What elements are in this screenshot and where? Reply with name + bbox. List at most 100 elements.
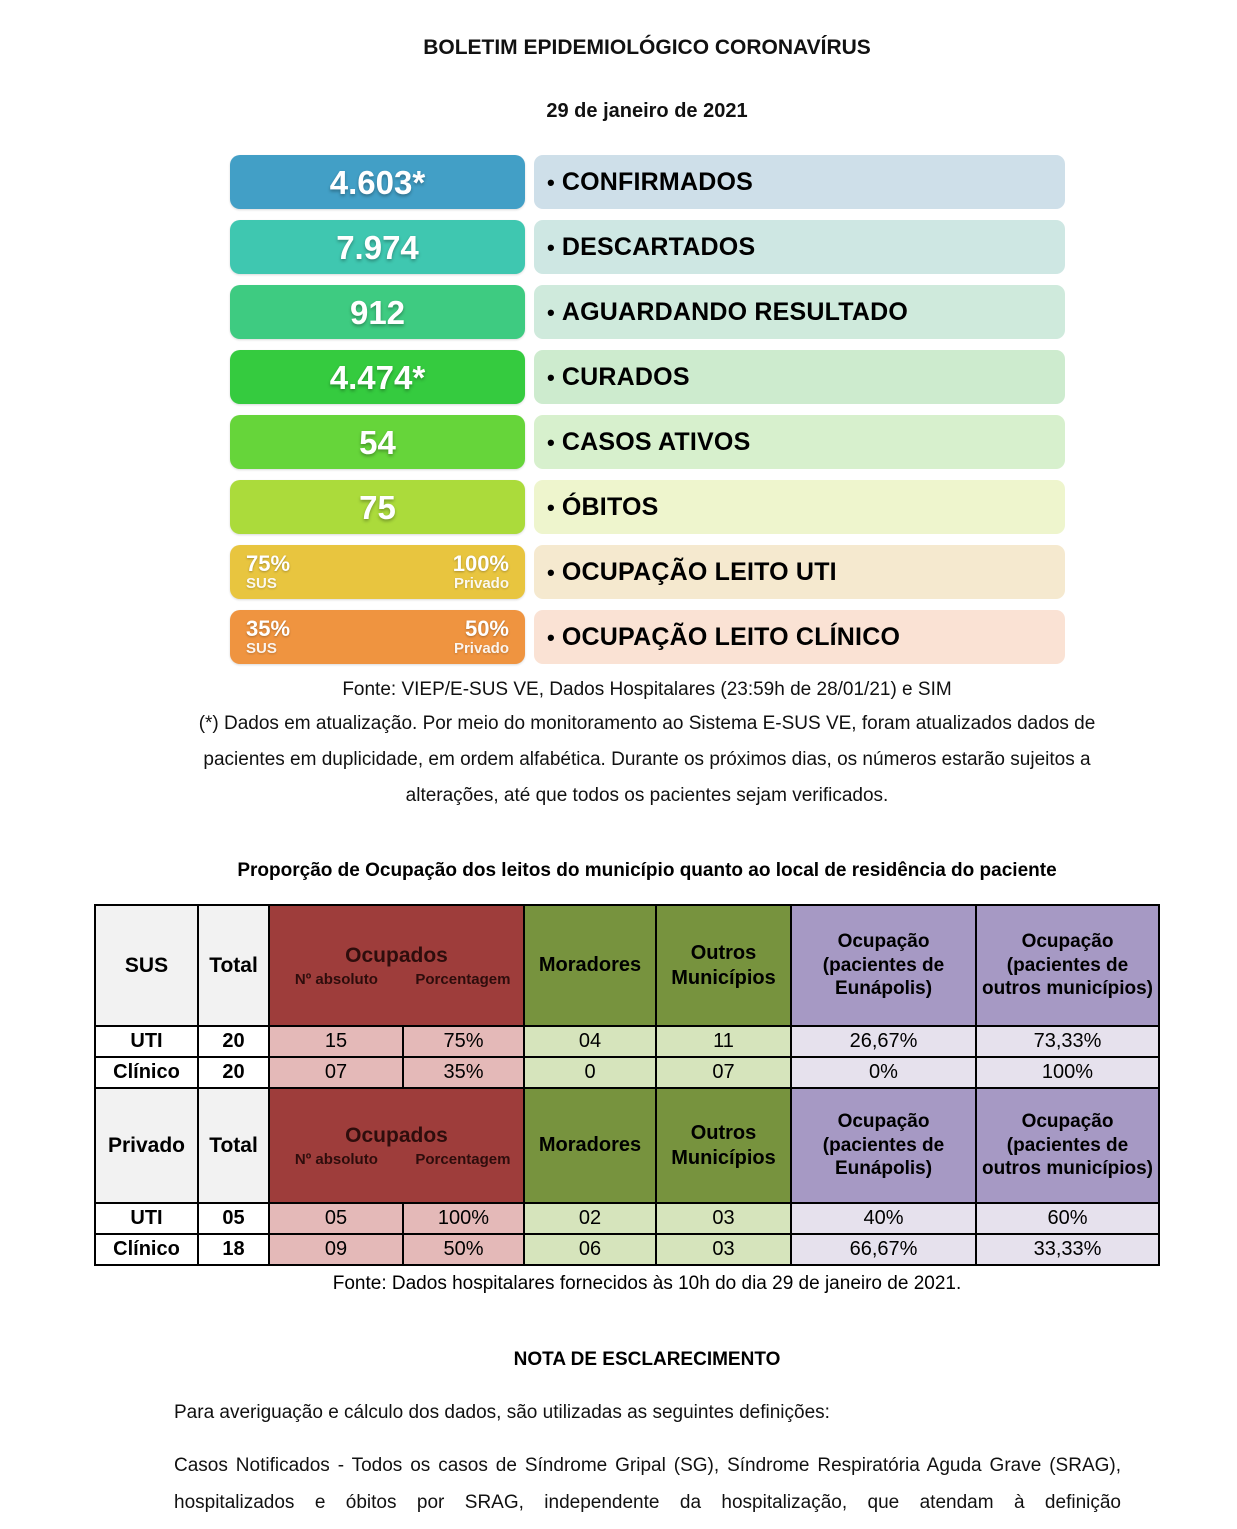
stat-label-panel: OCUPAÇÃO LEITO UTI — [534, 545, 1065, 599]
stat-value: 912 — [349, 293, 406, 331]
occupancy-table: SUS Total Ocupados Nº absoluto Porcentag… — [94, 904, 1160, 1266]
cell-ocupados-abs: 15 — [268, 1025, 404, 1058]
header-outros-municipios: Outros Municípios — [655, 904, 792, 1027]
cell-outros: 03 — [655, 1202, 792, 1235]
stat-label: OCUPAÇÃO LEITO UTI — [547, 558, 837, 587]
occupancy-sus-block: 75% SUS — [246, 550, 291, 593]
cell-ocupados-pct: 75% — [402, 1025, 525, 1058]
occupancy-privado-label: Privado — [453, 574, 509, 592]
stat-value: 75 — [359, 488, 396, 526]
header-outros-municipios: Outros Municípios — [655, 1087, 792, 1204]
clarification-paragraph: Casos Notificados - Todos os casos de Sí… — [174, 1455, 1121, 1513]
stat-label-panel: OCUPAÇÃO LEITO CLÍNICO — [534, 610, 1065, 664]
update-note: (*) Dados em atualização. Por meio do mo… — [198, 713, 1096, 806]
header-total: Total — [197, 1087, 270, 1204]
stat-badge: 75 — [230, 480, 525, 534]
header-group-privado: Privado — [94, 1087, 199, 1204]
cell-ocupacao-outros: 73,33% — [975, 1025, 1160, 1058]
cell-moradores: 02 — [523, 1202, 657, 1235]
stat-label-panel: DESCARTADOS — [534, 220, 1065, 274]
cell-ocupados-pct: 100% — [402, 1202, 525, 1235]
occupancy-sus-value: 75% — [246, 550, 291, 576]
stat-row-aguardando: 912 AGUARDANDO RESULTADO — [230, 285, 1065, 339]
stat-label: AGUARDANDO RESULTADO — [547, 298, 908, 327]
table-row-privado-uti: UTI 05 05 100% 02 03 40% 60% — [94, 1202, 1160, 1235]
cell-ocupacao-outros: 60% — [975, 1202, 1160, 1235]
stat-row-descartados: 7.974 DESCARTADOS — [230, 220, 1065, 274]
occupancy-privado-block: 50% Privado — [453, 615, 509, 658]
cell-total: 20 — [197, 1025, 270, 1058]
cell-total: 18 — [197, 1233, 270, 1266]
cell-ocupados-pct: 35% — [402, 1056, 525, 1089]
bulletin-title: BOLETIM EPIDEMIOLÓGICO CORONAVÍRUS — [423, 36, 871, 59]
cell-ocupacao-eunapolis: 40% — [790, 1202, 977, 1235]
occupancy-privado-value: 50% — [464, 615, 509, 641]
occupancy-privado-block: 100% Privado — [452, 550, 509, 593]
stat-label: CONFIRMADOS — [547, 168, 753, 197]
cell-tipo: UTI — [94, 1202, 199, 1235]
cell-tipo: Clínico — [94, 1056, 199, 1089]
cell-total: 20 — [197, 1056, 270, 1089]
cell-tipo: UTI — [94, 1025, 199, 1058]
stat-value: 4.474* — [329, 358, 426, 396]
stat-row-ocupacao-uti: 75% SUS 100% Privado OCUPAÇÃO LEITO UTI — [230, 545, 1065, 599]
occupancy-privado-label: Privado — [453, 639, 509, 657]
table-title: Proporção de Ocupação dos leitos do muni… — [237, 860, 1057, 881]
header-ocupados-title: Ocupados — [345, 1123, 448, 1147]
table-row-sus-uti: UTI 20 15 75% 04 11 26,67% 73,33% — [94, 1025, 1160, 1058]
header-ocupacao-eunapolis: Ocupação (pacientes de Eunápolis) — [790, 904, 977, 1027]
stat-value: 7.974 — [336, 228, 419, 266]
bulletin-date: 29 de janeiro de 2021 — [546, 100, 748, 122]
stat-badge: 4.603* — [230, 155, 525, 209]
stat-label: DESCARTADOS — [547, 233, 755, 262]
stat-label-panel: CONFIRMADOS — [534, 155, 1065, 209]
stat-badge-split: 75% SUS 100% Privado — [230, 545, 525, 599]
cell-total: 05 — [197, 1202, 270, 1235]
table-header-row-sus: SUS Total Ocupados Nº absoluto Porcentag… — [94, 904, 1160, 1027]
table-header-row-privado: Privado Total Ocupados Nº absoluto Porce… — [94, 1087, 1160, 1204]
header-ocupados-title: Ocupados — [345, 943, 448, 967]
header-ocupados-subheaders: Nº absoluto Porcentagem — [271, 1150, 522, 1168]
table-row-privado-clinico: Clínico 18 09 50% 06 03 66,67% 33,33% — [94, 1233, 1160, 1266]
occupancy-privado-value: 100% — [452, 550, 509, 576]
header-porcentagem: Porcentagem — [415, 1150, 511, 1168]
header-ocupacao-outros: Ocupação (pacientes de outros municípios… — [975, 904, 1160, 1027]
header-ocupados: Ocupados Nº absoluto Porcentagem — [268, 1087, 525, 1204]
stat-row-casos-ativos: 54 CASOS ATIVOS — [230, 415, 1065, 469]
header-porcentagem: Porcentagem — [415, 970, 511, 988]
cell-ocupacao-eunapolis: 0% — [790, 1056, 977, 1089]
header-ocupados-subheaders: Nº absoluto Porcentagem — [271, 970, 522, 988]
cell-outros: 11 — [655, 1025, 792, 1058]
header-group-sus: SUS — [94, 904, 199, 1027]
cell-ocupados-abs: 09 — [268, 1233, 404, 1266]
stat-label-panel: AGUARDANDO RESULTADO — [534, 285, 1065, 339]
occupancy-sus-value: 35% — [246, 615, 291, 641]
cell-ocupacao-eunapolis: 26,67% — [790, 1025, 977, 1058]
cell-moradores: 06 — [523, 1233, 657, 1266]
cell-ocupacao-eunapolis: 66,67% — [790, 1233, 977, 1266]
stat-row-obitos: 75 ÓBITOS — [230, 480, 1065, 534]
cell-outros: 07 — [655, 1056, 792, 1089]
cell-moradores: 0 — [523, 1056, 657, 1089]
stat-badge: 54 — [230, 415, 525, 469]
occupancy-sus-block: 35% SUS — [246, 615, 291, 658]
header-ocupados: Ocupados Nº absoluto Porcentagem — [268, 904, 525, 1027]
header-n-absoluto: Nº absoluto — [294, 1150, 378, 1168]
stat-badge: 912 — [230, 285, 525, 339]
clarification-intro: Para averiguação e cálculo dos dados, sã… — [174, 1402, 830, 1423]
cell-outros: 03 — [655, 1233, 792, 1266]
stat-label: ÓBITOS — [547, 493, 659, 522]
header-moradores: Moradores — [523, 904, 657, 1027]
occupancy-sus-label: SUS — [246, 639, 277, 657]
header-moradores: Moradores — [523, 1087, 657, 1204]
cell-ocupacao-outros: 33,33% — [975, 1233, 1160, 1266]
stat-row-ocupacao-clinico: 35% SUS 50% Privado OCUPAÇÃO LEITO CLÍNI… — [230, 610, 1065, 664]
stat-label-panel: CASOS ATIVOS — [534, 415, 1065, 469]
stat-badge-split: 35% SUS 50% Privado — [230, 610, 525, 664]
cell-tipo: Clínico — [94, 1233, 199, 1266]
stat-label-panel: ÓBITOS — [534, 480, 1065, 534]
cell-ocupados-abs: 07 — [268, 1056, 404, 1089]
cell-moradores: 04 — [523, 1025, 657, 1058]
header-ocupacao-eunapolis: Ocupação (pacientes de Eunápolis) — [790, 1087, 977, 1204]
